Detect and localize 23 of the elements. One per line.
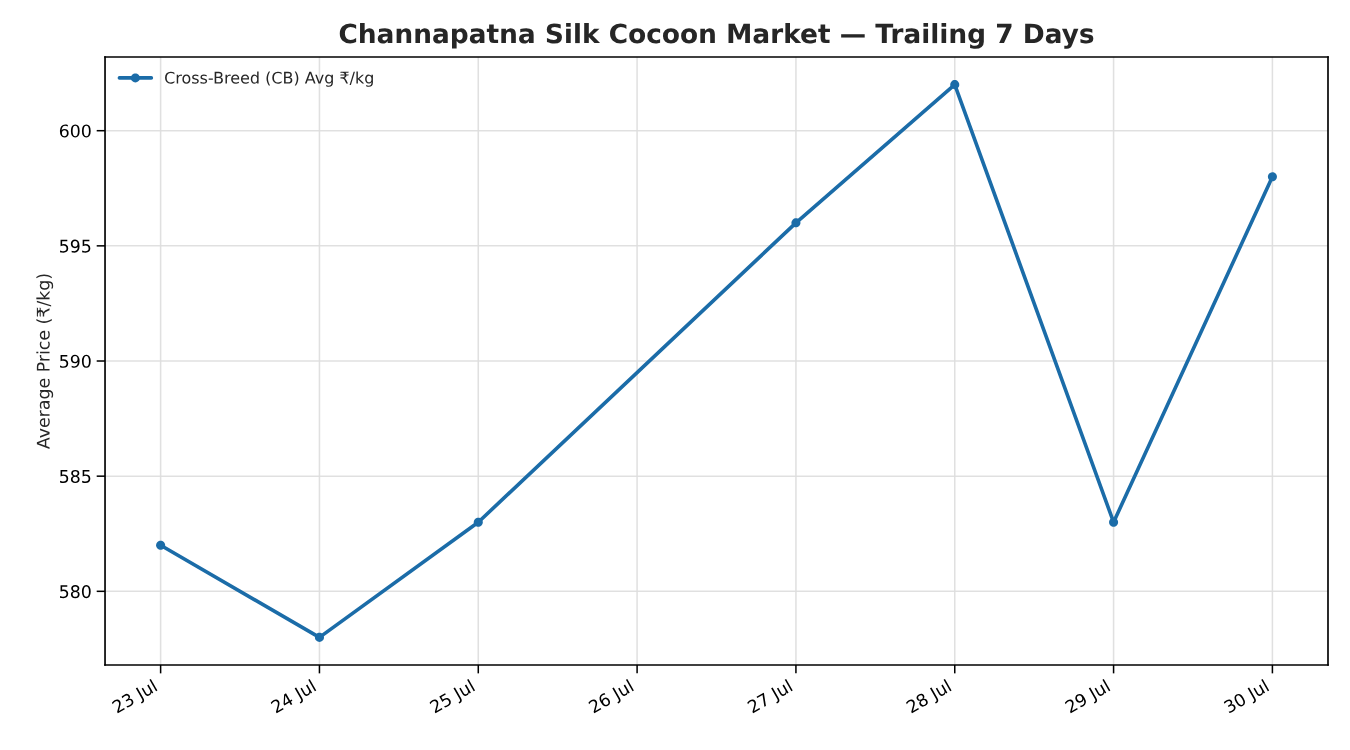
x-tick-label: 25 Jul — [428, 679, 477, 717]
legend-label: Cross-Breed (CB) Avg ₹/kg — [165, 71, 373, 87]
x-tick-label: 30 Jul — [1223, 679, 1271, 717]
y-tick-label: 595 — [60, 239, 91, 253]
y-axis-title: Average Price (₹/kg) — [36, 274, 54, 449]
x-tick-label: 24 Jul — [270, 679, 318, 717]
y-tick-label: 585 — [60, 469, 91, 484]
x-tick-label: 23 Jul — [111, 679, 160, 717]
y-tick-label: 580 — [60, 585, 91, 599]
x-tick-label: 28 Jul — [905, 679, 954, 717]
point — [950, 80, 960, 90]
x-tick-label: 26 Jul — [587, 679, 636, 717]
y-tick-label: 600 — [59, 124, 91, 138]
point — [1109, 517, 1119, 527]
x-tick-label: 29 Jul — [1064, 679, 1113, 717]
point — [314, 632, 324, 642]
point — [473, 517, 483, 527]
point — [791, 218, 801, 228]
chart-title: Channapatna Silk Cocoon Market — Trailing 7 Days — [339, 23, 1094, 49]
y-tick-label: 590 — [60, 354, 91, 368]
point — [1267, 172, 1277, 182]
x-tick-label: 27 Jul — [746, 679, 795, 717]
point — [156, 540, 166, 550]
